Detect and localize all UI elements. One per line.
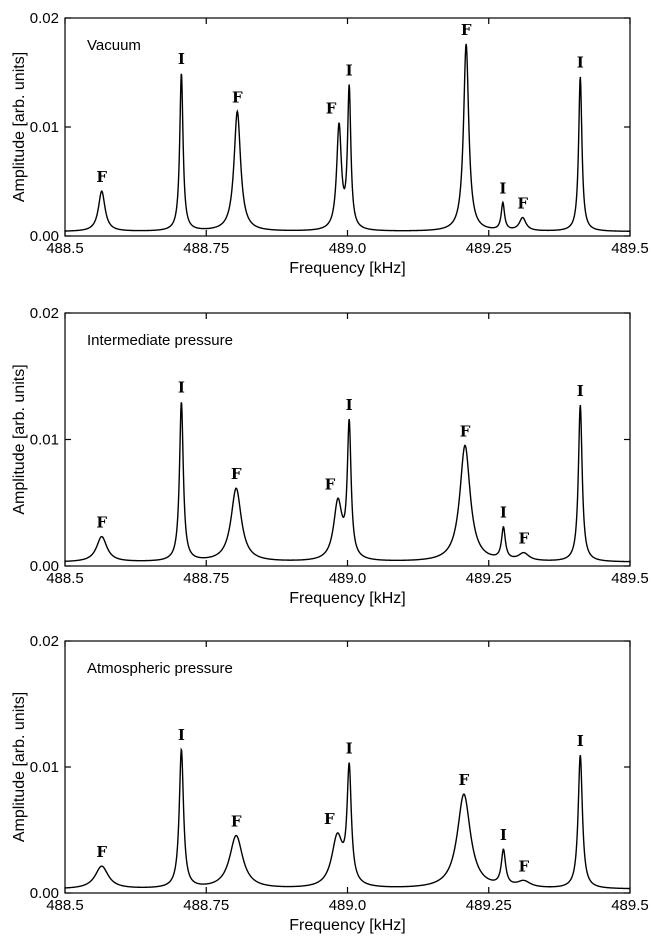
y-tick-label: 0.00 [30,228,59,245]
y-tick-label: 0.00 [30,885,59,902]
y-tick-label: 0.00 [30,558,59,575]
y-tick-label: 0.02 [30,10,59,27]
panel-title: Atmospheric pressure [87,660,233,677]
peak-label-f: F [326,100,337,118]
x-tick-label: 489.25 [466,897,512,914]
y-axis-label: Amplitude [arb. units] [11,692,28,842]
peak-label-i: I [178,726,185,744]
peak-label-f: F [325,475,336,493]
plot-frame [64,640,631,894]
peak-label-i: I [346,396,353,414]
x-tick-label: 489.25 [466,570,512,587]
x-axis-label: Frequency [kHz] [289,590,405,607]
x-tick-label: 489.0 [329,570,367,587]
peak-label-i: I [499,179,506,197]
x-tick-label: 488.5 [46,240,84,257]
peak-label-f: F [232,88,243,106]
peak-label-i: I [577,732,584,750]
peak-label-f: F [517,194,528,212]
x-tick-label: 489.0 [329,240,367,257]
spectrum-line [64,43,630,232]
peak-label-f: F [231,813,242,831]
x-tick-label: 489.5 [611,240,649,257]
peak-label-i: I [500,826,507,844]
y-tick-label: 0.02 [30,633,59,650]
y-axis-label: Amplitude [arb. units] [11,52,28,202]
peak-label-i: I [346,61,353,79]
peak-label-f: F [460,422,471,440]
y-tick-label: 0.01 [30,432,59,449]
x-tick-label: 488.75 [183,570,229,587]
spectrum-line [64,402,631,563]
peak-label-f: F [96,843,107,861]
x-tick-label: 489.5 [611,897,649,914]
x-tick-label: 489.25 [466,240,512,257]
peak-label-f: F [96,168,107,186]
y-tick-label: 0.01 [30,759,59,776]
y-tick-label: 0.01 [30,119,59,136]
panel-2: 488.5 488.75 489.0 489.25 489.5 0.00 0.01 0.02 F… [11,305,649,607]
x-tick-label: 488.75 [183,240,229,257]
peak-label-f: F [518,857,529,875]
peak-label-i: I [577,382,584,400]
x-axis-label: Frequency [kHz] [289,260,405,277]
x-tick-label: 489.5 [611,570,649,587]
peak-label-f: F [96,514,107,532]
panel-title: Vacuum [87,37,141,54]
panel-title: Intermediate pressure [87,332,233,349]
peak-label-f: F [518,530,529,548]
peak-label-i: I [577,54,584,72]
y-axis-label: Amplitude [arb. units] [11,364,28,514]
peak-label-f: F [324,810,335,828]
x-tick-label: 489.0 [329,897,367,914]
peak-label-f: F [459,771,470,789]
panel-3: 488.5 488.75 489.0 489.25 489.5 0.00 0.01 0.02 F… [11,633,649,934]
peak-label-i: I [178,50,185,68]
y-tick-label: 0.02 [30,305,59,322]
spectrum-line [64,747,631,890]
x-axis-label: Frequency [kHz] [289,917,405,934]
x-tick-label: 488.5 [46,570,84,587]
panel-1: 488.5 488.75 489.0 489.25 489.5 0.00 0.01 0.02 F… [11,10,649,277]
peak-label-f: F [231,465,242,483]
x-tick-label: 488.75 [183,897,229,914]
peak-label-i: I [346,740,353,758]
peak-label-f: F [461,21,472,39]
peak-label-i: I [500,504,507,522]
x-tick-label: 488.5 [46,897,84,914]
peak-label-i: I [178,379,185,397]
